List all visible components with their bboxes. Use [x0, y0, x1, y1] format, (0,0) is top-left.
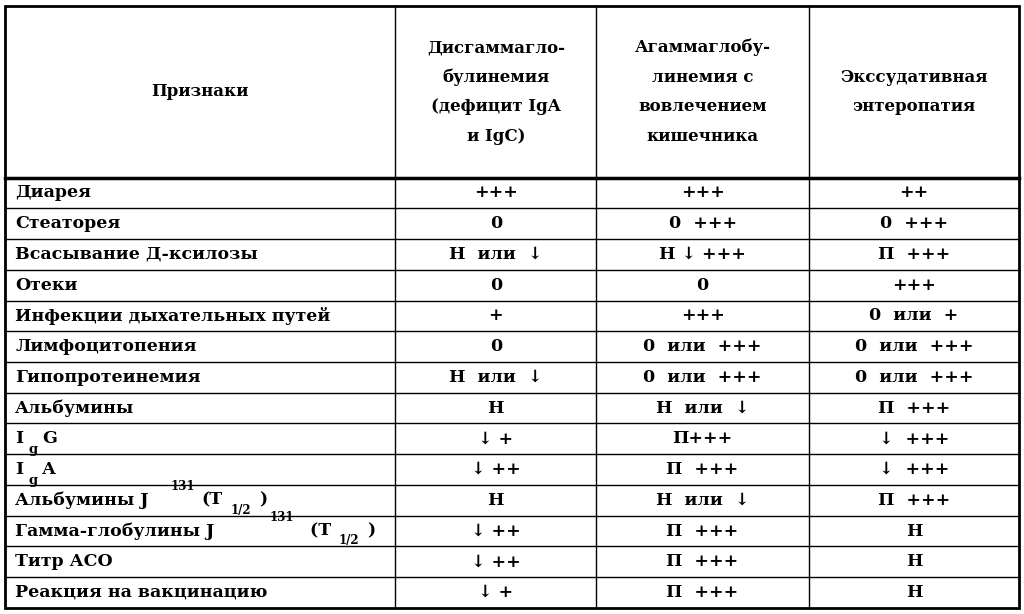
Text: ): ) [259, 492, 267, 509]
Text: ↓  +++: ↓ +++ [879, 461, 949, 478]
Text: Альбумины: Альбумины [15, 399, 134, 417]
Text: Всасывание Д-ксилозы: Всасывание Д-ксилозы [15, 246, 258, 263]
Text: ↓ ++: ↓ ++ [471, 461, 520, 478]
Text: (T: (T [202, 492, 223, 509]
Text: (T: (T [304, 523, 331, 540]
Text: ): ) [368, 523, 376, 540]
Text: I: I [15, 461, 24, 478]
Text: П  +++: П +++ [878, 400, 950, 417]
Text: Н  или  ↓: Н или ↓ [450, 246, 543, 263]
Text: ↓ ++: ↓ ++ [471, 523, 520, 540]
Text: П  +++: П +++ [667, 584, 738, 601]
Text: Экссудативная: Экссудативная [841, 69, 988, 85]
Text: (дефицит IgA: (дефицит IgA [431, 98, 561, 115]
Text: ↓ +: ↓ + [478, 430, 513, 448]
Text: Агаммаглобу-: Агаммаглобу- [635, 39, 771, 56]
Text: Н: Н [487, 400, 504, 417]
Text: Реакция на вакцинацию: Реакция на вакцинацию [15, 584, 267, 601]
Text: ++: ++ [899, 184, 929, 201]
Text: Инфекции дыхательных путей: Инфекции дыхательных путей [15, 307, 331, 325]
Text: Гамма-глобулины J: Гамма-глобулины J [15, 523, 215, 540]
Text: 0  или  +++: 0 или +++ [643, 369, 762, 386]
Text: +++: +++ [474, 184, 518, 201]
Text: Н: Н [905, 523, 923, 540]
Text: 0: 0 [696, 277, 709, 293]
Text: энтеропатия: энтеропатия [852, 98, 976, 115]
Text: Н: Н [487, 492, 504, 509]
Text: Дисгаммагло-: Дисгаммагло- [427, 39, 565, 56]
Text: 0  +++: 0 +++ [880, 216, 948, 232]
Text: Лимфоцитопения: Лимфоцитопения [15, 338, 197, 355]
Text: П  +++: П +++ [878, 246, 950, 263]
Text: Отеки: Отеки [15, 277, 78, 293]
Text: G: G [42, 430, 57, 448]
Text: 0  или  +++: 0 или +++ [855, 369, 973, 386]
Text: +: + [488, 308, 503, 324]
Text: 0: 0 [489, 216, 502, 232]
Text: П  +++: П +++ [878, 492, 950, 509]
Text: Титр АСО: Титр АСО [15, 553, 113, 570]
Text: Гипопротеинемия: Гипопротеинемия [15, 369, 201, 386]
Text: Признаки: Признаки [152, 84, 249, 100]
Text: П  +++: П +++ [667, 553, 738, 570]
Text: g: g [29, 474, 38, 487]
Text: ↓  +++: ↓ +++ [879, 430, 949, 448]
Text: линемия с: линемия с [652, 69, 754, 85]
Text: Н  или  ↓: Н или ↓ [656, 492, 750, 509]
Text: 0: 0 [489, 277, 502, 293]
Text: Н  или  ↓: Н или ↓ [450, 369, 543, 386]
Text: Н  или  ↓: Н или ↓ [656, 400, 750, 417]
Text: П  +++: П +++ [667, 461, 738, 478]
Text: 0  или  +++: 0 или +++ [855, 338, 973, 355]
Text: 131: 131 [269, 511, 294, 524]
Text: кишечника: кишечника [646, 128, 759, 144]
Text: 0  +++: 0 +++ [669, 216, 736, 232]
Text: I: I [15, 430, 24, 448]
Text: ↓ +: ↓ + [478, 584, 513, 601]
Text: Альбумины J: Альбумины J [15, 492, 148, 509]
Text: Н ↓ +++: Н ↓ +++ [659, 246, 746, 263]
Text: Н: Н [905, 584, 923, 601]
Text: +++: +++ [681, 308, 725, 324]
Text: g: g [29, 443, 38, 456]
Text: П+++: П+++ [673, 430, 733, 448]
Text: Н: Н [905, 553, 923, 570]
Text: 0  или  +++: 0 или +++ [643, 338, 762, 355]
Text: 1/2: 1/2 [339, 534, 359, 547]
Text: вовлечением: вовлечением [638, 98, 767, 115]
Text: ↓ ++: ↓ ++ [471, 553, 520, 570]
Text: 0: 0 [489, 338, 502, 355]
Text: 1/2: 1/2 [230, 503, 251, 516]
Text: 131: 131 [171, 480, 196, 493]
Text: +++: +++ [681, 184, 725, 201]
Text: и IgC): и IgC) [467, 128, 525, 144]
Text: Диарея: Диарея [15, 184, 91, 201]
Text: 0  или  +: 0 или + [869, 308, 958, 324]
Text: булинемия: булинемия [442, 68, 550, 86]
Text: А: А [42, 461, 56, 478]
Text: П  +++: П +++ [667, 523, 738, 540]
Text: +++: +++ [892, 277, 936, 293]
Text: Стеаторея: Стеаторея [15, 216, 121, 232]
